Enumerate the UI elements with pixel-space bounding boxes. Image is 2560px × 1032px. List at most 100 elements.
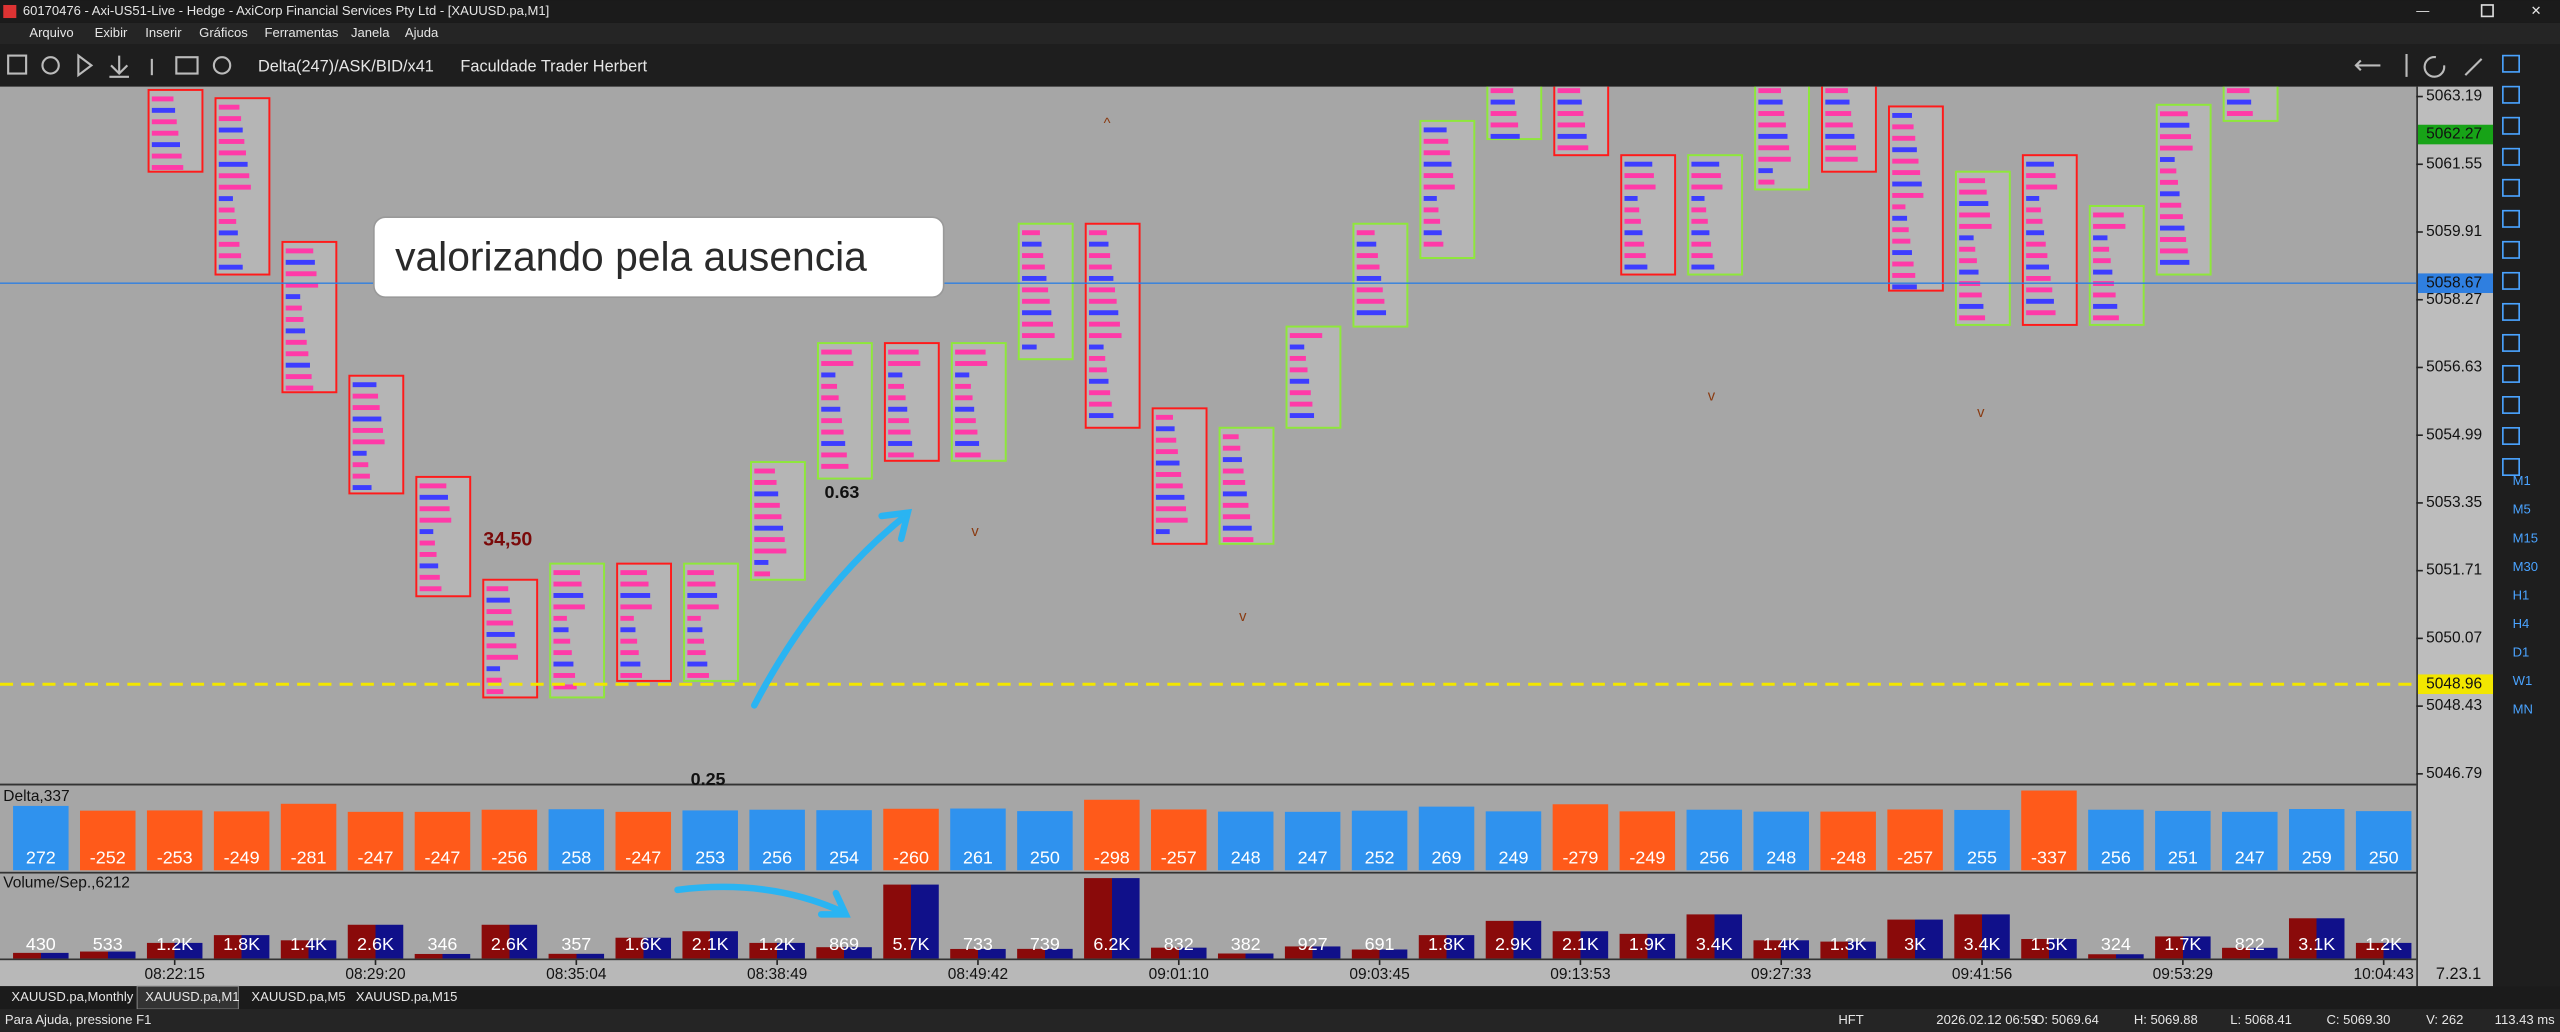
status-mode: HFT xyxy=(1838,1012,1863,1027)
timeframe-button[interactable]: M1 xyxy=(2513,473,2531,488)
footprint-row xyxy=(352,393,379,399)
delta-bar xyxy=(1954,809,2010,871)
footprint-row xyxy=(486,620,514,626)
footprint-row xyxy=(1490,122,1519,128)
sidebar-tool[interactable] xyxy=(2502,54,2520,73)
timeframe-button[interactable]: M15 xyxy=(2513,530,2538,545)
sidebar-tool[interactable] xyxy=(2502,209,2520,228)
footprint-row xyxy=(1088,264,1112,270)
footprint-row xyxy=(285,328,306,334)
tool-settings[interactable] xyxy=(212,56,232,75)
footprint-row xyxy=(285,259,315,265)
footprint-row xyxy=(1892,215,1908,221)
sidebar-tool[interactable] xyxy=(2502,333,2520,352)
volume-bar xyxy=(2355,942,2412,959)
tab[interactable]: XAUUSD.pa,M5 xyxy=(251,989,345,1004)
footprint-row xyxy=(1088,367,1107,373)
footprint-row xyxy=(1423,184,1455,190)
tool-download[interactable] xyxy=(109,55,129,78)
tool-play[interactable] xyxy=(77,53,94,78)
footprint-row xyxy=(553,627,569,633)
sidebar-tool[interactable] xyxy=(2502,116,2520,135)
toolbar-right-icons[interactable] xyxy=(2354,53,2483,78)
status-open: O: 5069.64 xyxy=(2034,1012,2099,1027)
footprint-row xyxy=(1691,264,1715,270)
pane-title: Delta,337 xyxy=(3,788,69,805)
toolbar xyxy=(0,44,2560,87)
price-level-tag xyxy=(2417,674,2494,695)
maximize-button[interactable] xyxy=(2480,4,2494,18)
indicator-name: Delta(247)/ASK/BID/x41 xyxy=(258,57,434,75)
footprint-row xyxy=(553,581,582,587)
sidebar-tool[interactable] xyxy=(2502,427,2520,445)
footprint-row xyxy=(1155,460,1180,466)
tab[interactable]: XAUUSD.pa,Monthly xyxy=(11,989,133,1004)
menu-item[interactable]: Janela xyxy=(351,25,390,40)
delta-bar xyxy=(2222,811,2278,871)
tool-chart[interactable] xyxy=(175,56,199,75)
sidebar-tool[interactable] xyxy=(2502,178,2520,197)
sidebar-tool[interactable] xyxy=(2502,302,2520,321)
tab[interactable]: XAUUSD.pa,M15 xyxy=(356,989,458,1004)
x-tick-label: 09:53:29 xyxy=(2153,966,2213,983)
tool-cursor[interactable] xyxy=(7,54,28,75)
value-label: 256 xyxy=(2101,848,2131,868)
footprint-row xyxy=(1356,275,1382,281)
footprint-row xyxy=(687,650,706,656)
footprint-row xyxy=(1222,457,1242,463)
volume-bar xyxy=(1151,947,1207,959)
candle-up xyxy=(2155,103,2212,276)
footprint-row xyxy=(1825,133,1855,139)
volume-bar xyxy=(414,953,471,959)
sidebar-tool[interactable] xyxy=(2502,364,2520,383)
value-label: 1.7K xyxy=(2164,934,2201,954)
timeframe-button[interactable]: MN xyxy=(2513,702,2533,717)
footprint-row xyxy=(218,196,233,202)
menu-item[interactable]: Inserir xyxy=(145,25,182,40)
y-tick-label: 5054.99 xyxy=(2426,426,2482,443)
footprint-row xyxy=(754,468,775,474)
timeframe-button[interactable]: H1 xyxy=(2513,587,2530,602)
footprint-row xyxy=(687,673,709,678)
tool-help[interactable] xyxy=(41,56,60,75)
tab[interactable]: XAUUSD.pa,M1 xyxy=(145,989,239,1004)
footprint-row xyxy=(1825,145,1857,151)
delta-bar xyxy=(1686,809,1743,871)
footprint-row xyxy=(1959,189,1987,195)
sidebar-tool[interactable] xyxy=(2502,271,2520,290)
arrow xyxy=(674,883,851,918)
footprint-row xyxy=(1289,367,1308,373)
timeframe-button[interactable]: M5 xyxy=(2513,502,2531,517)
axes: 5063.19 5061.55 5059.91 5058.27 5056.63 5054.… xyxy=(3,88,2494,983)
footprint-row xyxy=(1959,223,1992,229)
menu-item[interactable]: Ajuda xyxy=(405,25,439,40)
timeframe-button[interactable]: H4 xyxy=(2513,616,2530,631)
value-label: 2.9K xyxy=(1495,934,1532,954)
value-label: 1.2K xyxy=(759,934,796,954)
footprint-row xyxy=(1088,287,1116,293)
footprint-row xyxy=(1892,112,1912,118)
sidebar-tool[interactable] xyxy=(2502,85,2520,104)
footprint-row xyxy=(1356,253,1378,259)
footprint-row xyxy=(620,661,641,667)
x-tick-label: 08:22:15 xyxy=(145,966,205,983)
sidebar-tool[interactable] xyxy=(2502,396,2520,414)
timeframe-button[interactable]: M30 xyxy=(2513,559,2538,574)
menu-item[interactable]: Gráficos xyxy=(199,25,248,40)
minimize-button[interactable]: — xyxy=(2416,3,2430,18)
value-label: -252 xyxy=(90,848,126,868)
sidebar-tool[interactable] xyxy=(2502,147,2520,166)
menu-item[interactable]: Arquivo xyxy=(29,25,73,40)
timeframe-button[interactable]: W1 xyxy=(2513,673,2533,688)
sidebar-tool[interactable] xyxy=(2502,458,2520,477)
footprint-row xyxy=(218,104,240,110)
value-label: 253 xyxy=(695,848,725,868)
plot xyxy=(0,86,2417,699)
close-button[interactable]: ✕ xyxy=(2531,3,2542,18)
sidebar-tool[interactable] xyxy=(2502,240,2520,259)
delta-bar xyxy=(2088,809,2144,871)
menu-item[interactable]: Exibir xyxy=(95,25,128,40)
menu-item[interactable]: Ferramentas xyxy=(264,25,338,40)
value-label: 927 xyxy=(1298,934,1328,954)
timeframe-button[interactable]: D1 xyxy=(2513,645,2530,660)
